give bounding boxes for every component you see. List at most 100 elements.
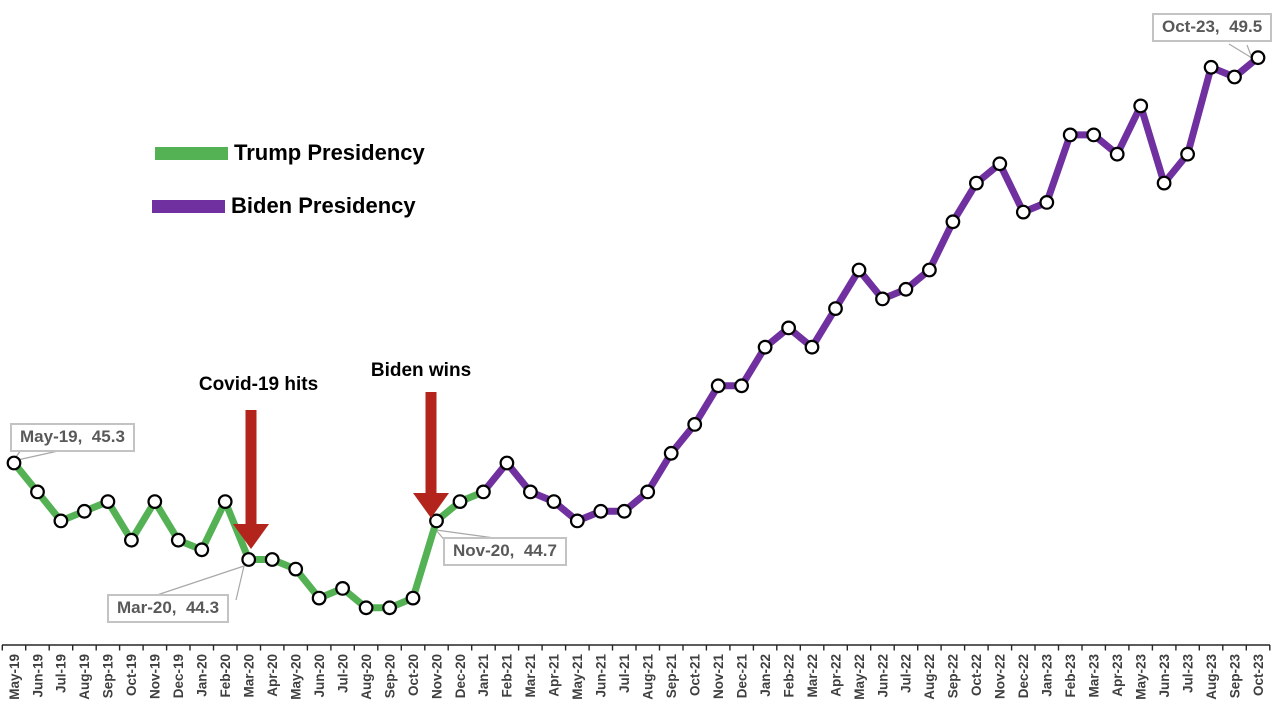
x-axis-label: Aug-23 [1204,654,1219,700]
callout-oct-23: Oct-23, 49.5 [1152,13,1273,42]
data-point-marker [804,339,820,355]
x-axis-label: May-19 [7,654,22,700]
data-point-marker [311,590,327,606]
x-axis-label: Jan-23 [1040,654,1055,697]
data-point-marker [1039,194,1055,210]
annotation-covid-text: Covid-19 hits [198,374,319,395]
data-point-marker [1086,127,1102,143]
data-point-marker [1109,146,1125,162]
data-point-marker [288,561,304,577]
data-point-marker [663,445,679,461]
data-point-marker [569,513,585,529]
x-axis-label: Mar-21 [523,654,538,698]
data-point-marker [30,484,45,500]
x-axis-label: Feb-21 [500,654,515,698]
legend-label-trump: Trump Presidency [234,140,425,165]
x-axis-label: Oct-23 [1251,654,1266,697]
data-point-marker [382,600,398,616]
data-point-marker [992,156,1008,172]
data-point-marker [781,320,796,336]
data-point-marker [6,455,22,471]
x-axis-label: Nov-20 [429,654,444,699]
data-point-marker [429,513,444,529]
data-point-marker [710,378,726,394]
legend-swatch-trump [155,146,228,160]
x-axis-label: Sep-19 [101,654,116,698]
x-axis-label: Sep-20 [382,654,397,698]
data-point-marker [452,494,468,510]
data-point-marker [53,513,69,529]
data-point-marker [241,552,257,567]
data-point-marker [170,532,186,548]
x-axis-label: Jun-22 [875,654,890,698]
x-axis-label: May-21 [570,654,585,700]
x-axis-label: Jul-23 [1180,654,1195,694]
x-axis-label: Jan-21 [476,654,491,697]
x-axis-label: Jun-21 [594,654,609,698]
x-axis-label: Oct-22 [969,654,984,696]
data-point-marker [640,484,656,500]
data-point-marker [1062,127,1078,143]
data-point-marker [100,494,116,510]
data-point-marker [898,281,914,297]
legend-item-biden: Biden Presidency [152,193,416,219]
callout-leader-line [235,565,245,601]
data-point-marker [499,455,515,471]
x-axis-label: Dec-19 [171,654,186,698]
data-point-marker [1227,69,1242,85]
x-axis-label: Jul-22 [899,654,914,693]
x-axis-label: Sep-23 [1227,654,1242,699]
x-axis-label: Mar-23 [1087,654,1102,698]
x-axis-label: Apr-23 [1110,654,1125,697]
x-axis-label: Dec-20 [453,654,468,698]
x-axis-label: Jun-23 [1157,654,1172,698]
data-point-marker [546,494,562,510]
data-point-marker [969,175,984,191]
data-point-marker [335,581,351,596]
legend-item-trump: Trump Presidency [155,140,425,166]
x-axis-label: Dec-22 [1016,654,1031,698]
data-point-marker [1156,175,1172,191]
callout-mar-20: Mar-20, 44.3 [107,594,230,623]
data-point-marker [405,590,421,606]
legend-swatch-biden [152,199,225,213]
series-line-biden [480,54,1261,525]
data-point-marker [1133,98,1149,114]
x-axis-label: May-20 [289,654,304,700]
x-axis-label: Jul-19 [54,654,69,693]
data-point-marker [922,262,937,278]
x-axis-label: Nov-22 [993,654,1008,699]
data-point-marker [523,484,538,500]
x-axis-label: Apr-22 [828,654,843,697]
data-point-marker [1250,50,1266,66]
data-point-marker [851,262,867,278]
x-axis-label: Mar-22 [805,654,820,698]
x-axis-label: Sep-22 [946,654,961,698]
data-point-marker [687,417,703,432]
x-axis-label: Jul-20 [335,654,350,693]
data-point-marker [264,552,280,567]
data-point-marker [945,214,961,230]
covid-arrow-icon [233,524,269,549]
data-point-marker [194,542,210,558]
x-axis-label: Apr-21 [547,654,562,697]
callout-leader-line [147,565,245,599]
x-axis-label: Apr-20 [265,654,280,697]
data-point-marker [828,301,843,317]
biden-wins-arrow-shaft [425,392,437,493]
data-point-marker [1203,59,1219,75]
data-point-marker [76,503,92,519]
x-axis-label: Jan-20 [195,654,210,697]
x-axis-label: Jan-22 [758,654,773,697]
x-axis-label: Feb-20 [218,654,233,698]
data-point-marker [1015,204,1031,220]
x-axis-label: Mar-20 [242,654,257,698]
data-point-marker [1180,146,1195,162]
x-axis-label: Jun-20 [312,654,327,698]
callout-leader-line [1228,43,1253,59]
x-axis-label: Dec-21 [734,654,749,699]
data-point-marker [875,291,890,307]
data-point-marker [358,600,374,616]
